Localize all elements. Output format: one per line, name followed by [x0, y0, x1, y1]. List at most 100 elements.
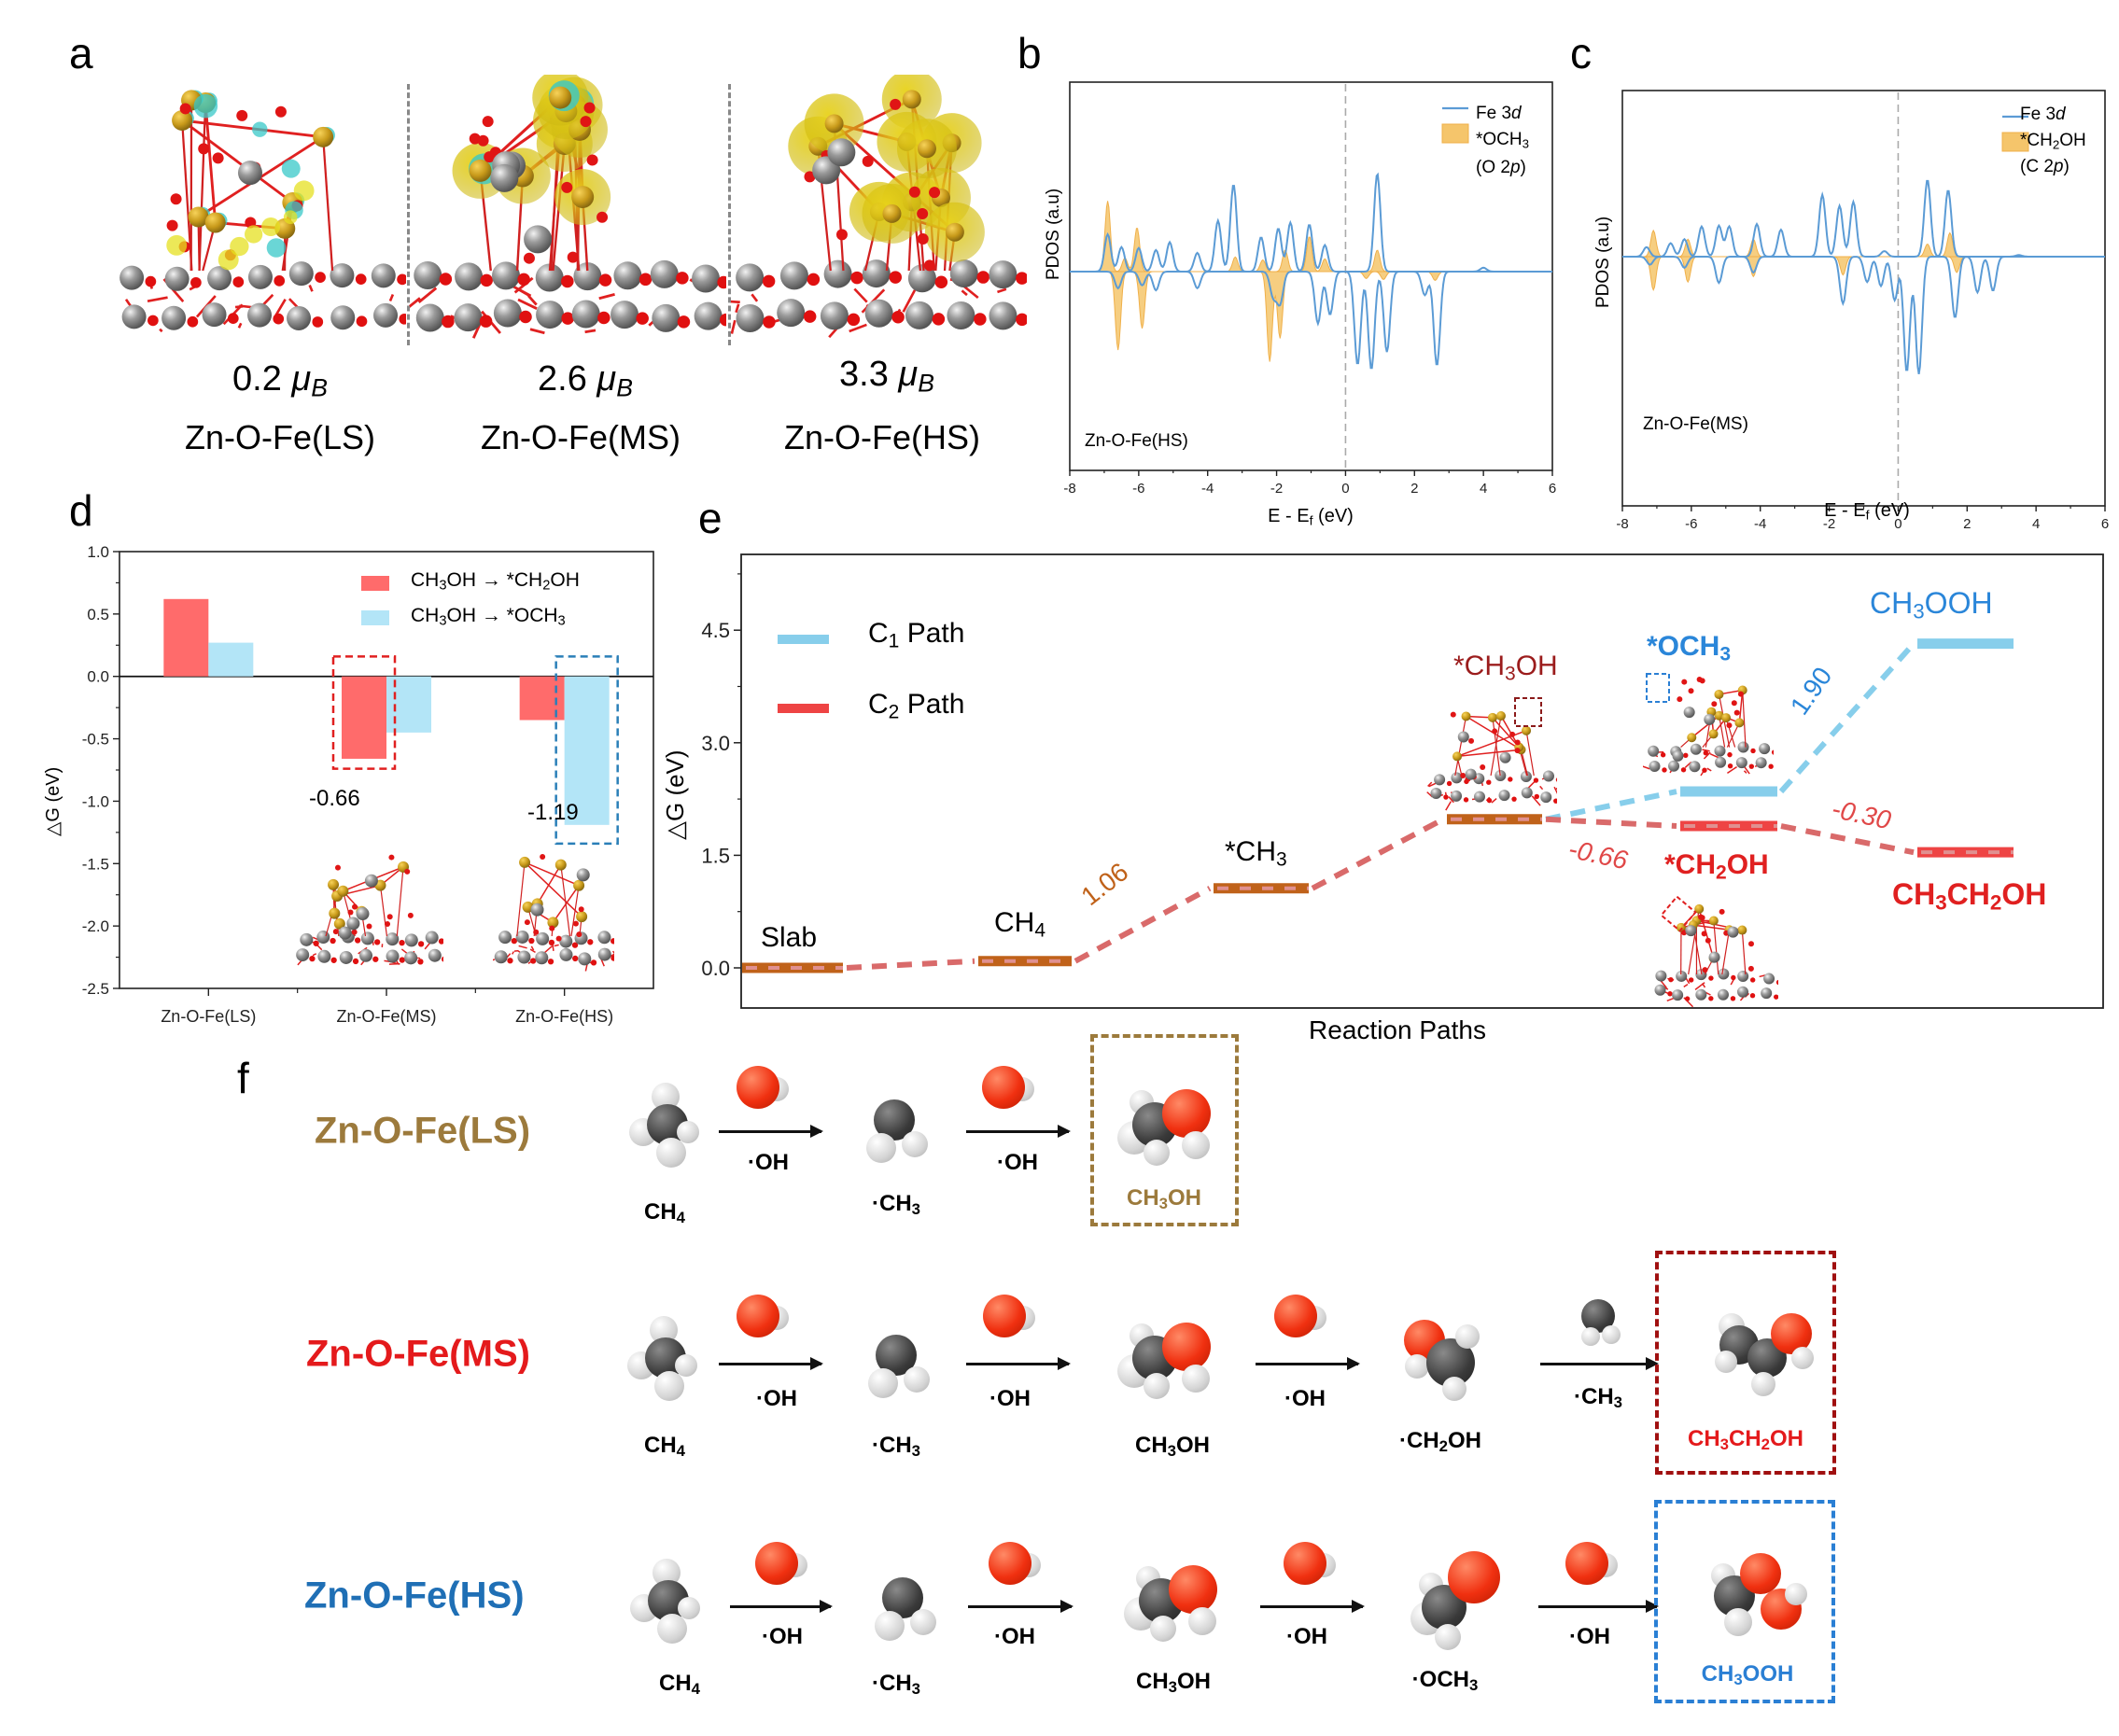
oxygen-atom-icon [1565, 1542, 1608, 1585]
fe-atom [172, 110, 193, 132]
zn-atom [1655, 970, 1667, 982]
bond [1685, 977, 1691, 985]
zn-atom [1672, 989, 1684, 1001]
pdos-b-ylabel: PDOS (a.u) [1044, 188, 1063, 280]
bond [524, 861, 580, 887]
o-atom [804, 171, 816, 183]
o-atom [1708, 996, 1714, 1001]
zn-atom [650, 259, 679, 288]
o-atom [1774, 994, 1778, 1000]
zn-atom [1763, 973, 1775, 985]
row-label-ms: Zn-O-Fe(MS) [306, 1333, 530, 1375]
bond [1448, 796, 1454, 804]
o-atom [507, 958, 513, 964]
x-tick-label: 6 [1549, 481, 1556, 497]
reaction-arrow-icon [1540, 1357, 1659, 1370]
o-atom [1553, 798, 1557, 804]
zn-atom [287, 305, 312, 330]
o-atom [198, 143, 210, 155]
structure-och3 [1643, 673, 1774, 777]
o-atom [1533, 777, 1539, 783]
x-tick-label: 4 [1480, 481, 1487, 497]
species-sub: 2 [1761, 1435, 1771, 1454]
oxygen-atom-icon [1740, 1553, 1781, 1594]
o-atom [273, 313, 285, 325]
o-atom [385, 921, 391, 928]
label-text: *CH [1664, 849, 1717, 880]
legend-sub: 2 [888, 701, 900, 723]
oxygen-atom-icon [1448, 1551, 1500, 1603]
level-label-ch3: *CH3 [1225, 836, 1287, 871]
plot-frame [1621, 90, 2106, 507]
bond [902, 289, 917, 313]
o-atom [236, 109, 248, 121]
x-tick-label: 6 [2101, 516, 2109, 532]
level-label-och3: *OCH3 [1647, 631, 1731, 665]
connector-ch2oh-ch3ch2oh [1780, 823, 1915, 856]
o-atom [479, 315, 493, 328]
o-atom [1749, 977, 1756, 983]
y-tick-label: 0.0 [701, 957, 730, 980]
zn-atom [613, 261, 642, 290]
label-text: OH [1726, 849, 1769, 880]
zn-atom [1737, 970, 1749, 982]
o-atom [1468, 737, 1475, 744]
fe-atom [917, 139, 936, 159]
label-text: *CH [1453, 651, 1506, 681]
moment-value: 0.2 [232, 359, 282, 399]
hydrogen-atom-icon [1442, 1377, 1466, 1401]
bond [1684, 762, 1692, 768]
o-atom [1731, 700, 1737, 707]
zn-atom [905, 301, 933, 329]
fe-atom [554, 859, 567, 871]
y-tick-label: -0.5 [82, 731, 109, 749]
bond [506, 953, 512, 959]
label-text: OH [1515, 651, 1558, 681]
o-atom [439, 273, 453, 286]
hydrogen-atom-icon [656, 1138, 686, 1168]
zn-atom [371, 263, 396, 288]
o-atom [1508, 777, 1513, 782]
o-atom [399, 939, 405, 946]
o-atom [850, 271, 863, 285]
zn-atom [1718, 968, 1730, 980]
o-atom [1749, 993, 1756, 999]
hydrogen-atom-icon [868, 1368, 898, 1398]
legend-text: OH [550, 569, 580, 591]
reagent-label: ·OH [994, 1624, 1035, 1649]
legend-sub: 2 [2052, 137, 2060, 152]
zn-atom [161, 305, 187, 330]
o-atom [1492, 728, 1498, 735]
bond [388, 293, 395, 302]
reaction-arrow-icon [1256, 1357, 1360, 1370]
hydrogen-atom-icon [1182, 1131, 1210, 1159]
hydrogen-atom-icon [1144, 1140, 1170, 1166]
o-atom [1514, 748, 1521, 754]
hydrogen-atom-icon [654, 1371, 684, 1401]
o-atom [639, 273, 653, 287]
bond [543, 945, 553, 955]
bond [1702, 749, 1710, 752]
o-atom [1443, 794, 1449, 800]
o-atom [1667, 991, 1673, 997]
panel-label-e: e [698, 494, 723, 542]
o-atom [1486, 779, 1492, 785]
o-atom [232, 276, 245, 288]
bar-d-annotation-hs: -1.19 [527, 800, 579, 825]
adsorption-structure-hs [493, 853, 614, 972]
species-label: CH3CH2OH [1688, 1426, 1803, 1454]
plot-frame [740, 553, 2104, 1009]
panel-label-c: c [1570, 29, 1592, 77]
label-sub: 2 [1716, 861, 1727, 884]
o-atom [1708, 975, 1714, 981]
zn-atom [121, 304, 147, 329]
o-atom [1480, 764, 1486, 771]
o-atom [352, 903, 358, 910]
label-text: OOH [1924, 586, 1993, 620]
o-atom [1748, 763, 1755, 769]
legend-text: OH [2059, 131, 2086, 150]
bond [1741, 930, 1747, 975]
legend-text: *OCH [1476, 130, 1523, 149]
o-atom [596, 211, 609, 223]
species-label: CH3OH [1136, 1669, 1211, 1697]
